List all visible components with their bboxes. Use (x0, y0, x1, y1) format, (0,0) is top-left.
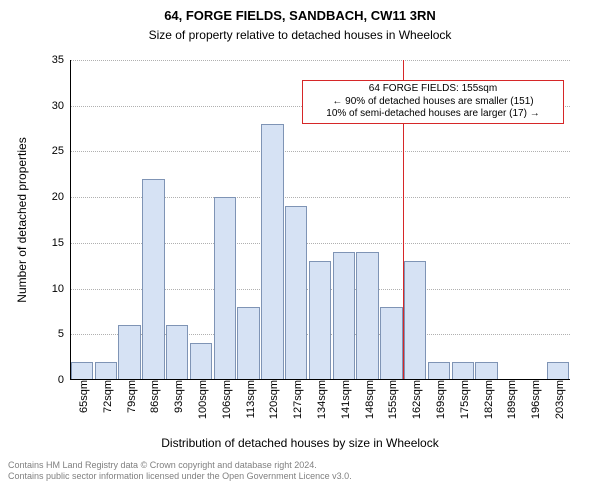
y-tick-label: 20 (52, 191, 70, 203)
bar (404, 261, 426, 380)
y-tick-label: 30 (52, 100, 70, 112)
annotation-line-2: ← 90% of detached houses are smaller (15… (307, 96, 559, 109)
chart-subtitle: Size of property relative to detached ho… (0, 28, 600, 42)
y-tick-label: 25 (52, 145, 70, 157)
x-tick-label: 141sqm (336, 380, 352, 419)
x-tick-label: 155sqm (383, 380, 399, 419)
bar (214, 197, 236, 380)
bar (71, 362, 93, 380)
x-axis-label: Distribution of detached houses by size … (0, 436, 600, 450)
y-axis-line (70, 60, 71, 380)
x-tick-label: 120sqm (264, 380, 280, 419)
x-tick-label: 65sqm (74, 380, 90, 413)
bar (356, 252, 378, 380)
bar (190, 343, 212, 380)
x-tick-label: 113sqm (241, 380, 257, 418)
x-tick-label: 127sqm (288, 380, 304, 419)
x-tick-label: 162sqm (407, 380, 423, 419)
x-tick-label: 72sqm (98, 380, 114, 413)
x-tick-label: 175sqm (455, 380, 471, 419)
y-tick-label: 10 (52, 283, 70, 295)
bar (142, 179, 164, 380)
y-axis-label: Number of detached properties (15, 137, 29, 302)
chart-title: 64, FORGE FIELDS, SANDBACH, CW11 3RN (0, 8, 600, 23)
footer-line-2: Contains public sector information licen… (8, 471, 352, 482)
x-tick-label: 134sqm (312, 380, 328, 419)
x-tick-label: 93sqm (169, 380, 185, 413)
x-tick-label: 182sqm (479, 380, 495, 419)
x-tick-label: 169sqm (431, 380, 447, 419)
x-tick-label: 106sqm (217, 380, 233, 419)
x-tick-label: 203sqm (550, 380, 566, 419)
bar (166, 325, 188, 380)
plot-area: 0510152025303565sqm72sqm79sqm86sqm93sqm1… (70, 60, 570, 380)
bar (261, 124, 283, 380)
x-tick-label: 100sqm (193, 380, 209, 419)
gridline (70, 151, 570, 152)
bar (333, 252, 355, 380)
annotation-line-1: 64 FORGE FIELDS: 155sqm (307, 83, 559, 96)
annotation-line-3: 10% of semi-detached houses are larger (… (307, 108, 559, 121)
bar (95, 362, 117, 380)
x-tick-label: 148sqm (360, 380, 376, 419)
footer: Contains HM Land Registry data © Crown c… (8, 460, 352, 483)
x-tick-label: 79sqm (122, 380, 138, 413)
footer-line-1: Contains HM Land Registry data © Crown c… (8, 460, 352, 471)
x-tick-label: 189sqm (502, 380, 518, 419)
x-tick-label: 86sqm (145, 380, 161, 413)
bar (380, 307, 402, 380)
y-tick-label: 0 (58, 374, 70, 386)
annotation-box: 64 FORGE FIELDS: 155sqm← 90% of detached… (302, 80, 564, 124)
y-tick-label: 35 (52, 54, 70, 66)
y-tick-label: 15 (52, 237, 70, 249)
y-tick-label: 5 (58, 328, 70, 340)
x-tick-label: 196sqm (526, 380, 542, 419)
bar (547, 362, 569, 380)
chart-container: 64, FORGE FIELDS, SANDBACH, CW11 3RN Siz… (0, 0, 600, 500)
bar (475, 362, 497, 380)
bar (237, 307, 259, 380)
bar (118, 325, 140, 380)
bar (285, 206, 307, 380)
x-axis-line (70, 379, 570, 380)
gridline (70, 60, 570, 61)
bar (452, 362, 474, 380)
bar (428, 362, 450, 380)
bar (309, 261, 331, 380)
